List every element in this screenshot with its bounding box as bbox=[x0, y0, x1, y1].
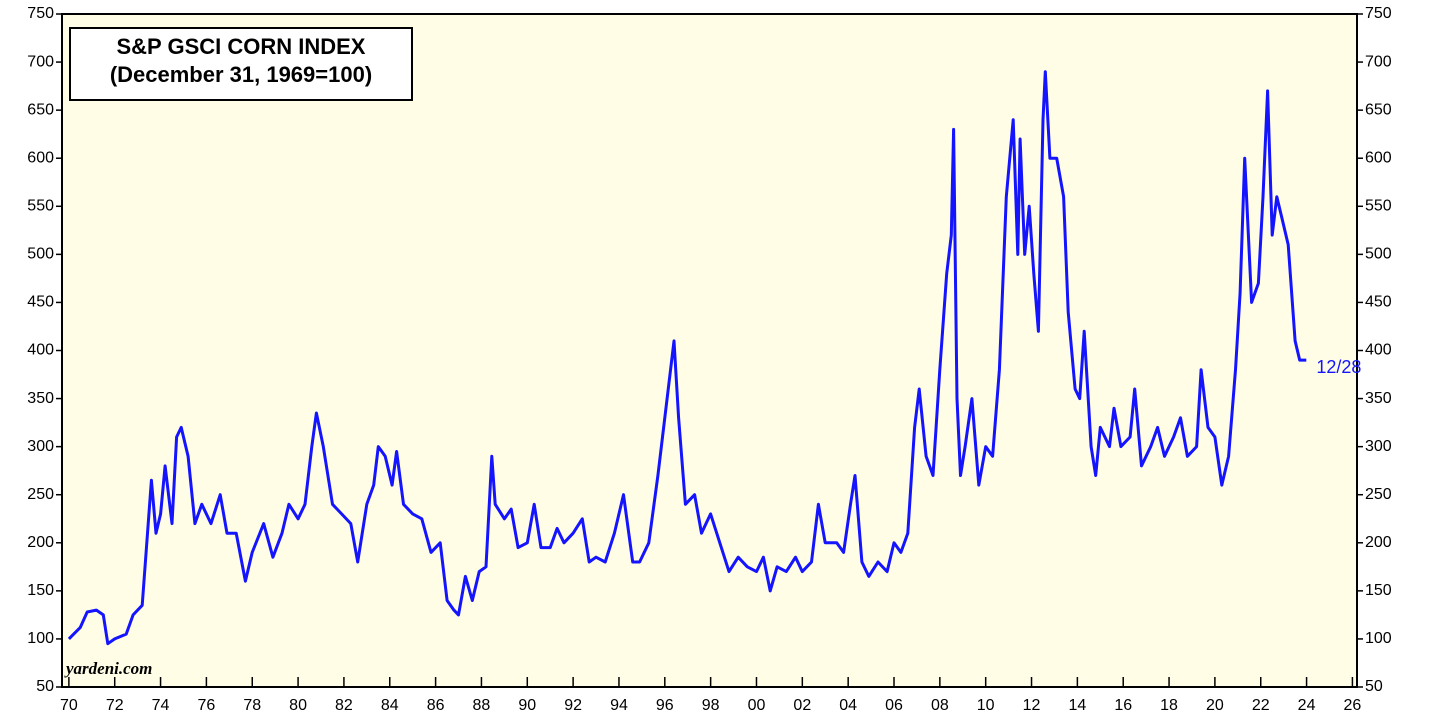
y-tick-label: 250 bbox=[27, 486, 54, 503]
x-tick-label: 84 bbox=[381, 697, 399, 714]
y-tick-label: 200 bbox=[27, 534, 54, 551]
y2-tick-label: 350 bbox=[1365, 390, 1392, 407]
chart-title: S&P GSCI CORN INDEX bbox=[117, 34, 366, 59]
x-tick-label: 78 bbox=[243, 697, 261, 714]
y-tick-label: 350 bbox=[27, 390, 54, 407]
x-tick-label: 16 bbox=[1114, 697, 1132, 714]
y-tick-label: 150 bbox=[27, 582, 54, 599]
plot-area bbox=[61, 13, 1358, 688]
x-tick-label: 80 bbox=[289, 697, 307, 714]
x-tick-label: 98 bbox=[702, 697, 720, 714]
x-tick-label: 74 bbox=[152, 697, 170, 714]
x-tick-label: 20 bbox=[1206, 697, 1224, 714]
y-tick-label: 300 bbox=[27, 438, 54, 455]
y2-tick-label: 750 bbox=[1365, 5, 1392, 22]
y2-tick-label: 600 bbox=[1365, 149, 1392, 166]
y2-tick-label: 250 bbox=[1365, 486, 1392, 503]
y-tick-label: 750 bbox=[27, 5, 54, 22]
x-tick-label: 82 bbox=[335, 697, 353, 714]
x-tick-label: 76 bbox=[197, 697, 215, 714]
x-tick-label: 02 bbox=[793, 697, 811, 714]
y-tick-label: 400 bbox=[27, 342, 54, 359]
x-tick-label: 86 bbox=[427, 697, 445, 714]
title-box bbox=[69, 27, 413, 101]
x-tick-label: 08 bbox=[931, 697, 949, 714]
x-tick-label: 96 bbox=[656, 697, 674, 714]
y-tick-label: 600 bbox=[27, 149, 54, 166]
x-tick-label: 14 bbox=[1068, 697, 1086, 714]
y-tick-label: 550 bbox=[27, 198, 54, 215]
chart-subtitle: (December 31, 1969=100) bbox=[110, 62, 372, 87]
y2-tick-label: 300 bbox=[1365, 438, 1392, 455]
y2-tick-label: 50 bbox=[1365, 678, 1383, 695]
x-tick-label: 92 bbox=[564, 697, 582, 714]
y-tick-label: 700 bbox=[27, 53, 54, 70]
x-tick-label: 12 bbox=[1023, 697, 1041, 714]
source-note: yardeni.com bbox=[64, 659, 152, 678]
x-tick-label: 18 bbox=[1160, 697, 1178, 714]
x-tick-label: 04 bbox=[839, 697, 857, 714]
x-tick-label: 88 bbox=[473, 697, 491, 714]
y2-tick-label: 550 bbox=[1365, 198, 1392, 215]
y-tick-label: 50 bbox=[36, 678, 54, 695]
x-tick-label: 70 bbox=[60, 697, 78, 714]
y2-tick-label: 400 bbox=[1365, 342, 1392, 359]
x-tick-label: 94 bbox=[610, 697, 628, 714]
end-label: 12/28 bbox=[1316, 357, 1361, 377]
y-tick-label: 450 bbox=[27, 294, 54, 311]
x-tick-label: 26 bbox=[1344, 697, 1362, 714]
x-tick-label: 24 bbox=[1298, 697, 1316, 714]
x-tick-label: 10 bbox=[977, 697, 995, 714]
x-tick-label: 06 bbox=[885, 697, 903, 714]
series-line bbox=[67, 70, 1307, 646]
y-tick-label: 650 bbox=[27, 101, 54, 118]
y2-tick-label: 450 bbox=[1365, 294, 1392, 311]
x-tick-label: 90 bbox=[518, 697, 536, 714]
y2-tick-label: 700 bbox=[1365, 53, 1392, 70]
y2-tick-label: 200 bbox=[1365, 534, 1392, 551]
x-tick-label: 22 bbox=[1252, 697, 1270, 714]
y2-tick-label: 150 bbox=[1365, 582, 1392, 599]
x-tick-label: 72 bbox=[106, 697, 124, 714]
y-tick-label: 100 bbox=[27, 630, 54, 647]
y2-tick-label: 100 bbox=[1365, 630, 1392, 647]
y2-tick-label: 650 bbox=[1365, 101, 1392, 118]
x-tick-label: 00 bbox=[748, 697, 766, 714]
y2-tick-label: 500 bbox=[1365, 246, 1392, 263]
y-tick-label: 500 bbox=[27, 246, 54, 263]
